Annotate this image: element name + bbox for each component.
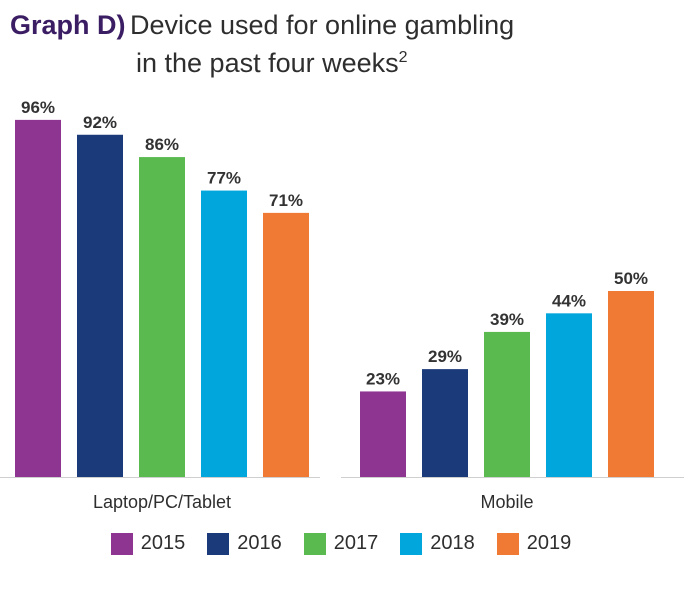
chart-title: Graph D) Device used for online gambling… bbox=[10, 10, 670, 78]
bar-2015-0 bbox=[15, 119, 61, 477]
bar-2019-1 bbox=[608, 291, 654, 477]
title-footnote: 2 bbox=[398, 49, 408, 66]
bar-2015-1 bbox=[360, 391, 406, 477]
legend-label-2015: 2015 bbox=[140, 532, 186, 554]
legend-item-2015: 2015 bbox=[110, 532, 186, 555]
title-line-1: Device used for online gambling bbox=[129, 10, 515, 40]
data-label-2019-0: 71% bbox=[269, 191, 303, 210]
bar-2017-0 bbox=[139, 157, 185, 477]
bar-2017-1 bbox=[484, 331, 530, 477]
legend-item-2019: 2019 bbox=[496, 532, 572, 555]
data-label-2016-0: 92% bbox=[83, 113, 117, 132]
legend-item-2016: 2016 bbox=[207, 532, 282, 555]
data-label-2017-0: 86% bbox=[145, 135, 179, 154]
category-label-0: Laptop/PC/Tablet bbox=[93, 492, 231, 512]
title-prefix: Graph D) bbox=[10, 10, 126, 40]
title-line-2-wrap: in the past four weeks2 bbox=[136, 48, 408, 79]
title-line-2: in the past four weeks bbox=[136, 48, 399, 78]
bar-2019-0 bbox=[263, 212, 309, 477]
data-label-2018-0: 77% bbox=[207, 169, 241, 188]
legend-label-2018: 2018 bbox=[430, 532, 475, 554]
data-label-2018-1: 44% bbox=[552, 291, 586, 310]
legend-swatch-2018 bbox=[400, 532, 423, 555]
chart-legend: 2015 2016 2017 2018 2019 bbox=[0, 532, 684, 555]
legend-label-2019: 2019 bbox=[526, 532, 572, 554]
category-label-1: Mobile bbox=[480, 492, 533, 512]
legend-label-2016: 2016 bbox=[237, 532, 282, 554]
legend-swatch-2017 bbox=[303, 532, 326, 555]
bar-2016-1 bbox=[422, 369, 468, 477]
bar-2018-0 bbox=[201, 190, 247, 477]
legend-swatch-2015 bbox=[110, 532, 133, 555]
data-label-2015-0: 96% bbox=[21, 98, 55, 117]
legend-label-2017: 2017 bbox=[333, 532, 379, 554]
legend-item-2017: 2017 bbox=[303, 532, 379, 555]
legend-swatch-2019 bbox=[496, 532, 519, 555]
bar-2018-1 bbox=[546, 313, 592, 477]
legend-item-2018: 2018 bbox=[400, 532, 475, 555]
data-label-2019-1: 50% bbox=[614, 269, 648, 288]
data-label-2015-1: 23% bbox=[366, 369, 400, 388]
legend-swatch-2016 bbox=[207, 532, 230, 555]
bar-2016-0 bbox=[77, 134, 123, 477]
data-label-2016-1: 29% bbox=[428, 347, 462, 366]
data-label-2017-1: 39% bbox=[490, 310, 524, 329]
